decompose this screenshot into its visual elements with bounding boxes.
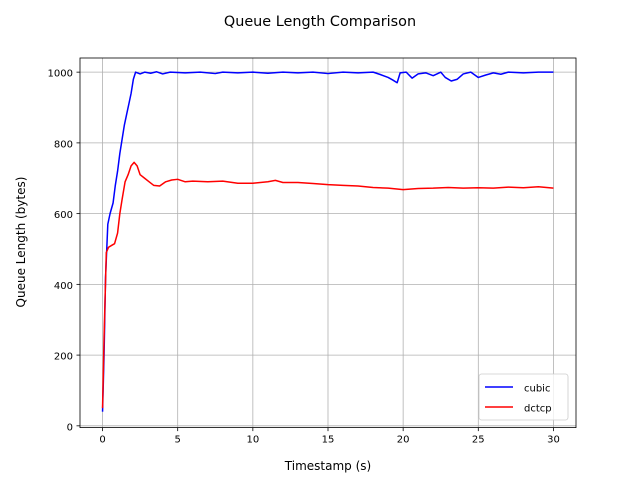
series-line-dctcp <box>101 161 554 409</box>
ticks: 0 5 10 15 20 25 30 0 200 400 600 800 1000 <box>48 69 560 446</box>
legend-label-cubic: cubic <box>524 384 550 395</box>
y-tick-label: 800 <box>54 139 73 150</box>
legend-label-dctcp: dctcp <box>524 404 552 415</box>
y-tick-label: 0 <box>67 422 73 433</box>
x-tick-label: 10 <box>246 435 259 446</box>
x-tick-label: 30 <box>547 435 560 446</box>
x-tick-label: 15 <box>322 435 335 446</box>
legend-box <box>478 373 569 421</box>
grid <box>80 58 576 428</box>
x-axis-label: Timestamp (s) <box>284 459 371 473</box>
series-layer <box>101 71 554 412</box>
x-tick-label: 5 <box>175 435 181 446</box>
series-line-cubic <box>101 71 554 412</box>
legend: cubic dctcp <box>478 373 569 421</box>
y-axis-label: Queue Length (bytes) <box>14 177 28 308</box>
chart-title: Queue Length Comparison <box>224 14 416 30</box>
y-tick-label: 600 <box>54 210 73 221</box>
y-tick-label: 1000 <box>48 69 73 80</box>
y-tick-label: 400 <box>54 281 73 292</box>
x-tick-label: 25 <box>472 435 485 446</box>
x-tick-label: 0 <box>99 435 105 446</box>
x-tick-label: 20 <box>397 435 410 446</box>
y-tick-label: 200 <box>54 352 73 363</box>
